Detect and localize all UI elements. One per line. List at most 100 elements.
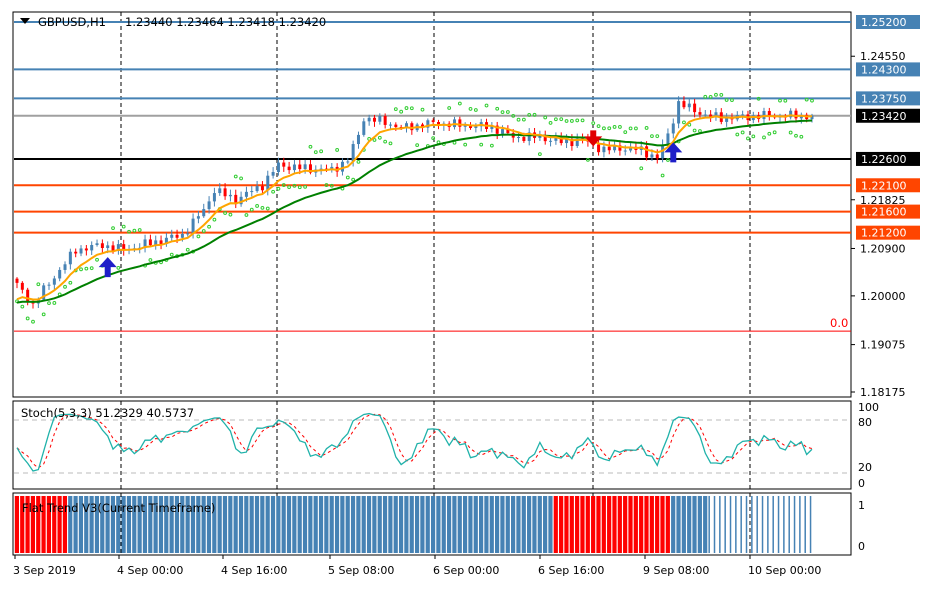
flat-trend-bar [735,496,737,553]
candle-body [68,251,72,265]
candle-body [501,129,505,134]
flat-trend-bar [73,496,78,553]
flat-trend-bar [132,496,137,553]
flat-trend-bar [30,496,36,553]
flat-trend-bar [804,496,806,553]
candle-body [239,196,243,205]
parabolic-sar-dot [612,125,617,129]
parabolic-sar-dot [313,150,318,155]
flat-trend-bar [164,496,169,553]
candle-body [175,234,179,238]
parabolic-sar-dot [650,134,654,139]
stochastic-main-line [16,412,813,472]
candle-body [276,162,280,173]
parabolic-sar-dot [463,142,468,147]
parabolic-sar-dot [287,185,292,190]
flat-trend-bar [617,496,622,553]
level-label: 1.21200 [861,227,907,240]
time-axis-label: 9 Sep 08:00 [643,564,709,577]
time-axis-label: 6 Sep 00:00 [433,564,499,577]
parabolic-sar-dot [628,126,633,131]
flat-trend-bar [484,496,489,553]
candle-body [74,251,78,254]
parabolic-sar-dot [521,117,526,122]
parabolic-sar-dot [666,158,670,162]
flat-trend-bar [799,496,801,553]
parabolic-sar-dot [569,119,574,123]
candle-body [303,164,307,170]
flat-trend-bar [121,496,126,553]
parabolic-sar-dot [457,101,462,106]
flat-trend-bar [254,496,260,553]
candle-body [629,146,633,151]
candle-body [437,122,441,126]
parabolic-sar-dot [746,136,750,141]
level-label-box [856,91,920,106]
flat-trend-bar [649,496,654,553]
candle-body [714,112,718,117]
candle-body [522,137,526,141]
candle-body [645,146,649,158]
parabolic-sar-dot [751,134,756,139]
main-pane[interactable] [12,11,852,398]
flat-trend-bar [148,496,153,553]
parabolic-sar-dot [644,126,649,130]
flat-trend-bar [527,496,532,553]
parabolic-sar-dot [591,121,596,126]
flat-trend-bar [313,496,318,553]
flat-trend-bar [692,496,697,553]
flat-trend-bar [681,496,686,553]
parabolic-sar-dot [116,265,121,270]
parabolic-sar-dot [233,174,238,179]
parabolic-sar-dot [783,98,788,103]
flat-trend-bar [580,496,585,553]
flat-trend-bar [537,496,542,553]
flat-trend-bar [511,496,516,553]
candle-body [538,135,542,138]
candle-body [367,117,371,122]
candle-body [565,139,569,144]
dropdown-triangle-icon[interactable] [20,18,30,24]
candle-body [671,123,675,134]
candle-body [559,137,563,144]
parabolic-sar-dot [303,184,308,189]
parabolic-sar-dot [473,108,478,112]
candle-body [100,243,104,249]
flat-trend-bar [68,496,73,553]
parabolic-sar-dot [137,228,142,232]
flat-trend-bar [249,496,254,553]
parabolic-sar-dot [553,117,558,122]
flat-trend-bar [185,496,190,553]
parabolic-sar-dot [239,176,243,181]
flat-trend-bar [569,496,574,553]
candle-body [191,218,195,234]
flat-trend-bar [292,496,297,553]
flat-trend-bar [745,496,748,553]
parabolic-sar-dot [223,211,227,215]
parabolic-sar-dot [511,113,516,118]
candle-body [490,125,494,129]
parabolic-sar-dot [714,92,718,97]
parabolic-sar-dot [271,189,276,194]
stochastic-pane[interactable] [12,400,852,490]
flat-trend-bar [180,496,185,553]
flat-trend-bar [46,496,52,553]
flat-trend-bar [89,496,94,553]
candle-body [90,245,94,251]
flat-trend-bar [217,496,222,553]
flat-trend-bar [655,496,660,553]
parabolic-sar-dot [607,126,612,131]
flat-trend-bar [265,496,270,553]
parabolic-sar-dot [244,213,249,217]
level-label-box [856,15,920,29]
parabolic-sar-dot [265,206,270,211]
parabolic-sar-dot [762,135,766,140]
candle-body [282,162,286,167]
parabolic-sar-dot [308,144,313,149]
parabolic-sar-dot [377,135,382,140]
parabolic-sar-dot [393,107,398,112]
level-label-box [856,204,920,219]
time-axis-label: 10 Sep 00:00 [748,564,821,577]
flat-trend-bar [350,496,356,553]
